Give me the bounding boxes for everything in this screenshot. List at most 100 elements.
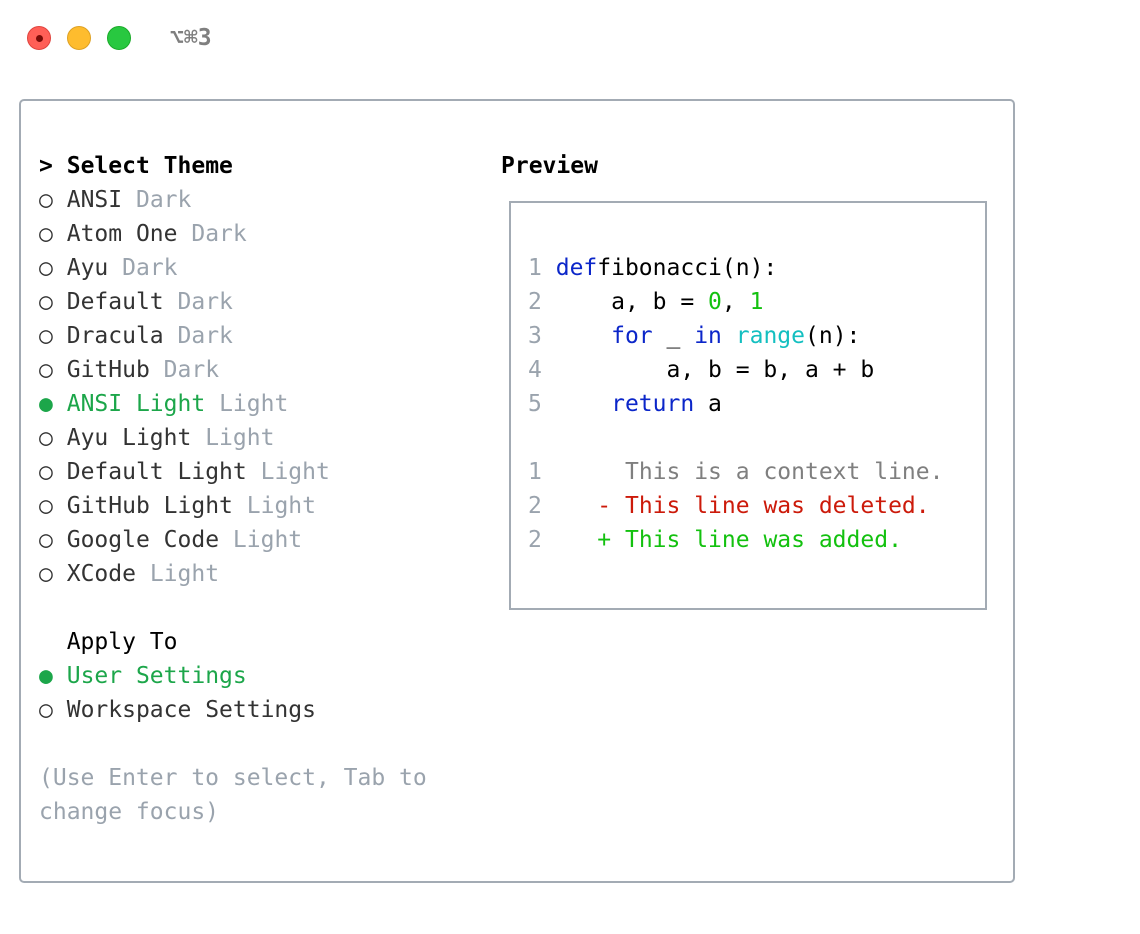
theme-option[interactable]: ○ Default Light Light xyxy=(39,455,330,489)
theme-name: Atom One xyxy=(66,221,178,247)
theme-name: Dracula xyxy=(66,323,164,349)
maximize-window-button[interactable] xyxy=(107,26,131,50)
code-line: 4 a, b = b, a + b xyxy=(528,353,874,387)
line-number: 5 xyxy=(528,391,542,417)
apply-option[interactable]: ○ Workspace Settings xyxy=(39,693,316,727)
code-token: a, b = xyxy=(555,289,709,315)
line-number: 2 xyxy=(528,493,542,519)
theme-option[interactable]: ○ ANSI Dark xyxy=(39,183,191,217)
line-number: 2 xyxy=(528,527,542,553)
theme-type: Light xyxy=(232,527,303,553)
theme-type: Light xyxy=(219,391,289,417)
theme-type: Dark xyxy=(177,323,233,349)
code-token: fibonacci(n): xyxy=(597,255,778,281)
theme-type: Dark xyxy=(163,357,220,383)
theme-option[interactable]: ○ GitHub Light Light xyxy=(39,489,316,523)
theme-name: XCode xyxy=(66,561,136,587)
theme-name: Ayu Light xyxy=(66,425,192,451)
theme-option[interactable]: ● ANSI Light Light xyxy=(39,387,288,421)
theme-name: ANSI xyxy=(66,187,123,213)
theme-name: Default Light xyxy=(66,459,247,485)
code-token: def xyxy=(555,255,598,281)
apply-to-heading: Apply To xyxy=(39,625,178,659)
radio-empty-icon: ○ xyxy=(39,425,53,451)
theme-name: ANSI Light xyxy=(66,391,206,417)
diff-sign: + xyxy=(597,527,612,553)
code-token: 0 xyxy=(708,289,722,315)
radio-empty-icon: ○ xyxy=(39,493,53,519)
code-token xyxy=(722,323,736,349)
theme-type: Light xyxy=(246,493,316,519)
diff-text: This is a context line. xyxy=(624,459,944,485)
theme-option[interactable]: ○ GitHub Dark xyxy=(39,353,219,387)
select-theme-heading: > Select Theme xyxy=(39,149,233,183)
line-number: 1 xyxy=(528,459,542,485)
code-token: (n): xyxy=(805,323,861,349)
theme-name: Default xyxy=(66,289,164,315)
diff-sign xyxy=(597,459,611,485)
theme-option[interactable]: ○ Google Code Light xyxy=(39,523,302,557)
radio-empty-icon: ○ xyxy=(39,697,53,723)
radio-empty-icon: ○ xyxy=(39,255,53,281)
radio-empty-icon: ○ xyxy=(39,459,53,485)
radio-empty-icon: ○ xyxy=(39,323,53,349)
code-line: 1 deffibonacci(n): xyxy=(528,251,777,285)
code-token: _ xyxy=(652,323,695,349)
code-token: 1 xyxy=(749,289,764,315)
radio-empty-icon: ○ xyxy=(39,527,53,553)
diff-text: This line was added. xyxy=(624,527,902,553)
code-line: 3 for _ in range(n): xyxy=(528,319,860,353)
code-token: a xyxy=(694,391,722,417)
theme-option[interactable]: ○ Dracula Dark xyxy=(39,319,233,353)
focus-caret-icon: > xyxy=(39,153,53,179)
theme-type: Dark xyxy=(177,289,233,315)
preview-title: Preview xyxy=(501,153,598,179)
diff-sign: - xyxy=(597,493,612,519)
code-token: range xyxy=(735,323,806,349)
code-line: 5 return a xyxy=(528,387,722,421)
theme-name: Google Code xyxy=(66,527,220,553)
code-token: , xyxy=(721,289,750,315)
theme-option[interactable]: ○ Ayu Light Light xyxy=(39,421,274,455)
theme-type: Light xyxy=(260,459,330,485)
radio-empty-icon: ○ xyxy=(39,561,53,587)
theme-name: Ayu xyxy=(66,255,109,281)
theme-type: Light xyxy=(205,425,275,451)
close-window-button[interactable] xyxy=(27,26,51,50)
theme-type: Dark xyxy=(135,187,192,213)
theme-option[interactable]: ○ Atom One Dark xyxy=(39,217,247,251)
theme-type: Dark xyxy=(191,221,247,247)
apply-option[interactable]: ● User Settings xyxy=(39,659,247,693)
line-number: 2 xyxy=(528,289,542,315)
radio-empty-icon: ○ xyxy=(39,221,53,247)
theme-type: Light xyxy=(149,561,220,587)
preview-box xyxy=(509,201,987,610)
radio-selected-icon: ● xyxy=(39,391,53,417)
theme-type: Dark xyxy=(122,255,178,281)
line-number: 3 xyxy=(528,323,542,349)
diff-text: This line was deleted. xyxy=(624,493,930,519)
radio-empty-icon: ○ xyxy=(39,187,53,213)
help-hint: (Use Enter to select, Tab to change focu… xyxy=(39,765,427,825)
theme-option[interactable]: ○ Default Dark xyxy=(39,285,233,319)
code-token: for xyxy=(555,323,653,349)
minimize-window-button[interactable] xyxy=(67,26,91,50)
code-token: return xyxy=(555,391,695,417)
diff-line: 2 - This line was deleted. xyxy=(528,489,930,523)
line-number: 1 xyxy=(528,255,542,281)
code-token: in xyxy=(694,323,722,349)
code-line: 2 a, b = 0, 1 xyxy=(528,285,763,319)
diff-line: 1 This is a context line. xyxy=(528,455,943,489)
apply-option-label: User Settings xyxy=(66,663,247,689)
theme-option[interactable]: ○ Ayu Dark xyxy=(39,251,178,285)
radio-empty-icon: ○ xyxy=(39,289,53,315)
window-title: ⌥⌘3 xyxy=(170,25,212,51)
code-token: a, b = b, a + b xyxy=(555,357,875,383)
theme-dialog xyxy=(19,99,1015,883)
theme-name: GitHub xyxy=(66,357,150,383)
radio-empty-icon: ○ xyxy=(39,357,53,383)
apply-to-title: Apply To xyxy=(66,629,178,655)
theme-option[interactable]: ○ XCode Light xyxy=(39,557,219,591)
diff-line: 2 + This line was added. xyxy=(528,523,902,557)
select-theme-title: Select Theme xyxy=(66,153,233,179)
